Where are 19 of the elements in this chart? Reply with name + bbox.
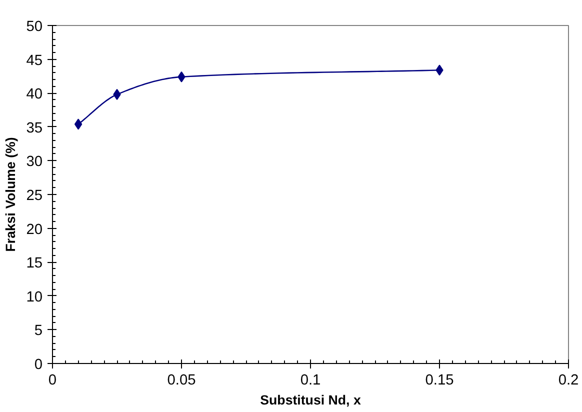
y-tick-label: 10 bbox=[26, 289, 43, 306]
y-tick-label: 50 bbox=[26, 19, 43, 35]
y-tick-label: 45 bbox=[26, 52, 43, 69]
y-axis-title: Fraksi Volume (%) bbox=[3, 137, 18, 252]
y-tick-label: 20 bbox=[26, 222, 43, 238]
y-tick-label: 5 bbox=[34, 323, 43, 340]
point bbox=[74, 118, 82, 130]
y-tick-label: 0 bbox=[34, 357, 43, 373]
y-tick-label: 30 bbox=[26, 154, 43, 170]
x-tick-label: 0.1 bbox=[300, 372, 321, 388]
y-tick-label: 35 bbox=[26, 120, 43, 136]
y-tick-label: 25 bbox=[26, 188, 43, 204]
x-tick-label: 0.05 bbox=[167, 372, 196, 388]
x-tick-label: 0.15 bbox=[425, 372, 454, 388]
y-tick-label: 40 bbox=[26, 86, 43, 103]
x-axis-title: Substitusi Nd, x bbox=[260, 392, 362, 408]
x-tick-label: 0 bbox=[48, 372, 57, 388]
y-tick-label: 15 bbox=[26, 256, 43, 272]
x-tick-label: 0.2 bbox=[558, 372, 579, 388]
